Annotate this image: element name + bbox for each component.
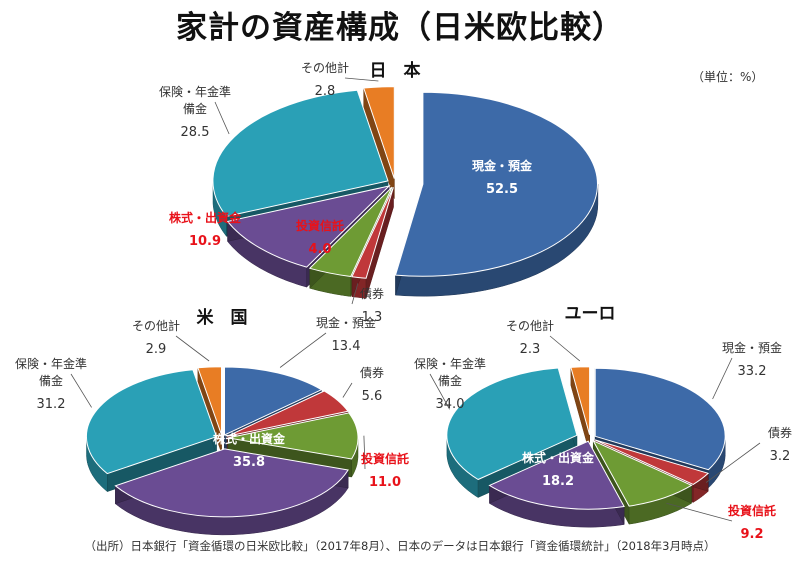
- category-name: 現金・預金: [722, 340, 782, 355]
- data-label-other: 2.8: [315, 84, 336, 99]
- leader-line-other: [175, 335, 210, 362]
- data-label-cash: 33.2: [738, 364, 767, 379]
- region-title: 米 国: [197, 307, 248, 328]
- region-title: ユーロ: [565, 304, 616, 324]
- category-name: 保険・年金準: [159, 84, 231, 99]
- slice-label-bonds: 債券 1.3: [360, 286, 384, 325]
- data-label-bonds: 1.3: [362, 310, 383, 325]
- slice-label-bonds: 債券 3.2: [768, 425, 792, 464]
- slice-stocks: [226, 185, 391, 268]
- category-name: 債券: [768, 425, 792, 440]
- slice-label-funds: 投資信託 4.0: [296, 218, 344, 257]
- data-label-insurance: 28.5: [181, 125, 210, 140]
- pie-chart-1: 日 本現金・預金 52.5 債券 1.3 投資信託 4.0 株式・出資金 10.9 保険・年金準…: [159, 60, 599, 325]
- leader-line-other: [344, 77, 379, 82]
- slice-funds: [592, 439, 693, 507]
- slice-insurance: [85, 369, 218, 475]
- slice-other: [570, 366, 591, 435]
- leader-line-funds: [666, 502, 733, 522]
- category-name: 投資信託: [361, 451, 409, 466]
- slice-label-funds: 投資信託 11.0: [361, 451, 409, 490]
- leader-line-bonds: [342, 382, 353, 398]
- data-label-insurance: 31.2: [37, 397, 66, 412]
- data-label-stocks: 18.2: [542, 474, 574, 489]
- category-name: その他計: [506, 318, 554, 333]
- data-label-other: 2.3: [520, 342, 541, 357]
- slice-label-cash: 現金・預金 13.4: [316, 315, 376, 354]
- slice-label-stocks: 株式・出資金 35.8: [213, 431, 286, 470]
- category-name: その他計: [132, 318, 180, 333]
- slice-funds: [227, 412, 359, 460]
- data-label-funds: 11.0: [369, 475, 401, 490]
- slice-label-stocks: 株式・出資金 18.2: [522, 450, 595, 489]
- slice-label-cash: 現金・預金 33.2: [722, 340, 782, 379]
- leader-line-cash: [712, 357, 733, 400]
- category-name: 株式・出資金: [522, 450, 595, 465]
- data-label-bonds: 3.2: [770, 449, 791, 464]
- slice-funds: [308, 186, 393, 278]
- category-name: 債券: [360, 286, 384, 301]
- slice-label-other: その他計 2.9: [132, 318, 180, 357]
- slice-stocks: [114, 448, 349, 518]
- unit-label: （単位：%）: [692, 70, 764, 84]
- region-title: 日 本: [370, 60, 421, 81]
- category-name: 現金・預金: [472, 158, 533, 173]
- leader-line-bonds: [705, 442, 761, 483]
- slice-other: [363, 86, 395, 179]
- data-label-stocks: 35.8: [233, 455, 265, 470]
- category-name: 保険・年金準: [414, 356, 486, 371]
- slice-label-bonds: 債券 5.6: [360, 365, 384, 404]
- slice-label-stocks: 株式・出資金 10.9: [169, 210, 242, 249]
- category-name: 現金・預金: [316, 315, 376, 330]
- category-name: 投資信託: [296, 218, 344, 233]
- data-label-other: 2.9: [146, 342, 167, 357]
- data-label-funds: 9.2: [740, 527, 763, 542]
- leader-line-funds: [363, 435, 366, 470]
- category-name: 株式・出資金: [169, 210, 242, 225]
- leader-line-insurance: [429, 373, 450, 410]
- category-name: 債券: [360, 365, 384, 380]
- slice-cash: [224, 366, 323, 436]
- data-label-cash: 52.5: [486, 182, 518, 197]
- category-name: 投資信託: [728, 503, 776, 518]
- leader-line-insurance: [70, 373, 92, 408]
- leader-line-bonds: [351, 283, 359, 305]
- slice-bonds: [351, 187, 394, 279]
- data-label-funds: 4.0: [308, 242, 331, 257]
- source-note: （出所）日本銀行「資金循環の日米欧比較」（2017年8月）、日本のデータは日本銀…: [84, 539, 716, 553]
- slice-label-other: その他計 2.3: [506, 318, 554, 357]
- slice-label-other: その他計 2.8: [301, 60, 349, 99]
- leader-line-other: [549, 335, 581, 362]
- category-name: 株式・出資金: [213, 431, 286, 446]
- slice-insurance: [446, 367, 578, 481]
- data-label-stocks: 10.9: [189, 234, 221, 249]
- category-name: 保険・年金準: [15, 356, 87, 371]
- slice-cash: [394, 91, 598, 277]
- data-label-cash: 13.4: [332, 339, 361, 354]
- leader-line-insurance: [214, 101, 230, 135]
- category-name: 備金: [183, 101, 207, 116]
- category-name: 備金: [438, 373, 462, 388]
- category-name: 備金: [39, 373, 63, 388]
- slice-cash: [594, 367, 726, 471]
- slice-bonds: [226, 390, 349, 437]
- slice-label-cash: 現金・預金 52.5: [472, 158, 533, 197]
- slice-stocks: [488, 440, 625, 510]
- slice-bonds: [594, 439, 710, 485]
- leader-line-cash: [279, 332, 327, 368]
- slice-other: [197, 366, 222, 435]
- data-label-insurance: 34.0: [436, 397, 465, 412]
- data-label-bonds: 5.6: [362, 389, 383, 404]
- pie-chart-2: 米 国 現金・預金 13.4 債券 5.6 投資信託 11.0 株式・出資金 35.8 保険・年金…: [15, 307, 409, 536]
- chart-title: 家計の資産構成（日米欧比較）: [176, 10, 624, 46]
- slice-label-funds: 投資信託 9.2: [728, 503, 776, 542]
- slice-insurance: [212, 89, 389, 217]
- category-name: その他計: [301, 60, 349, 75]
